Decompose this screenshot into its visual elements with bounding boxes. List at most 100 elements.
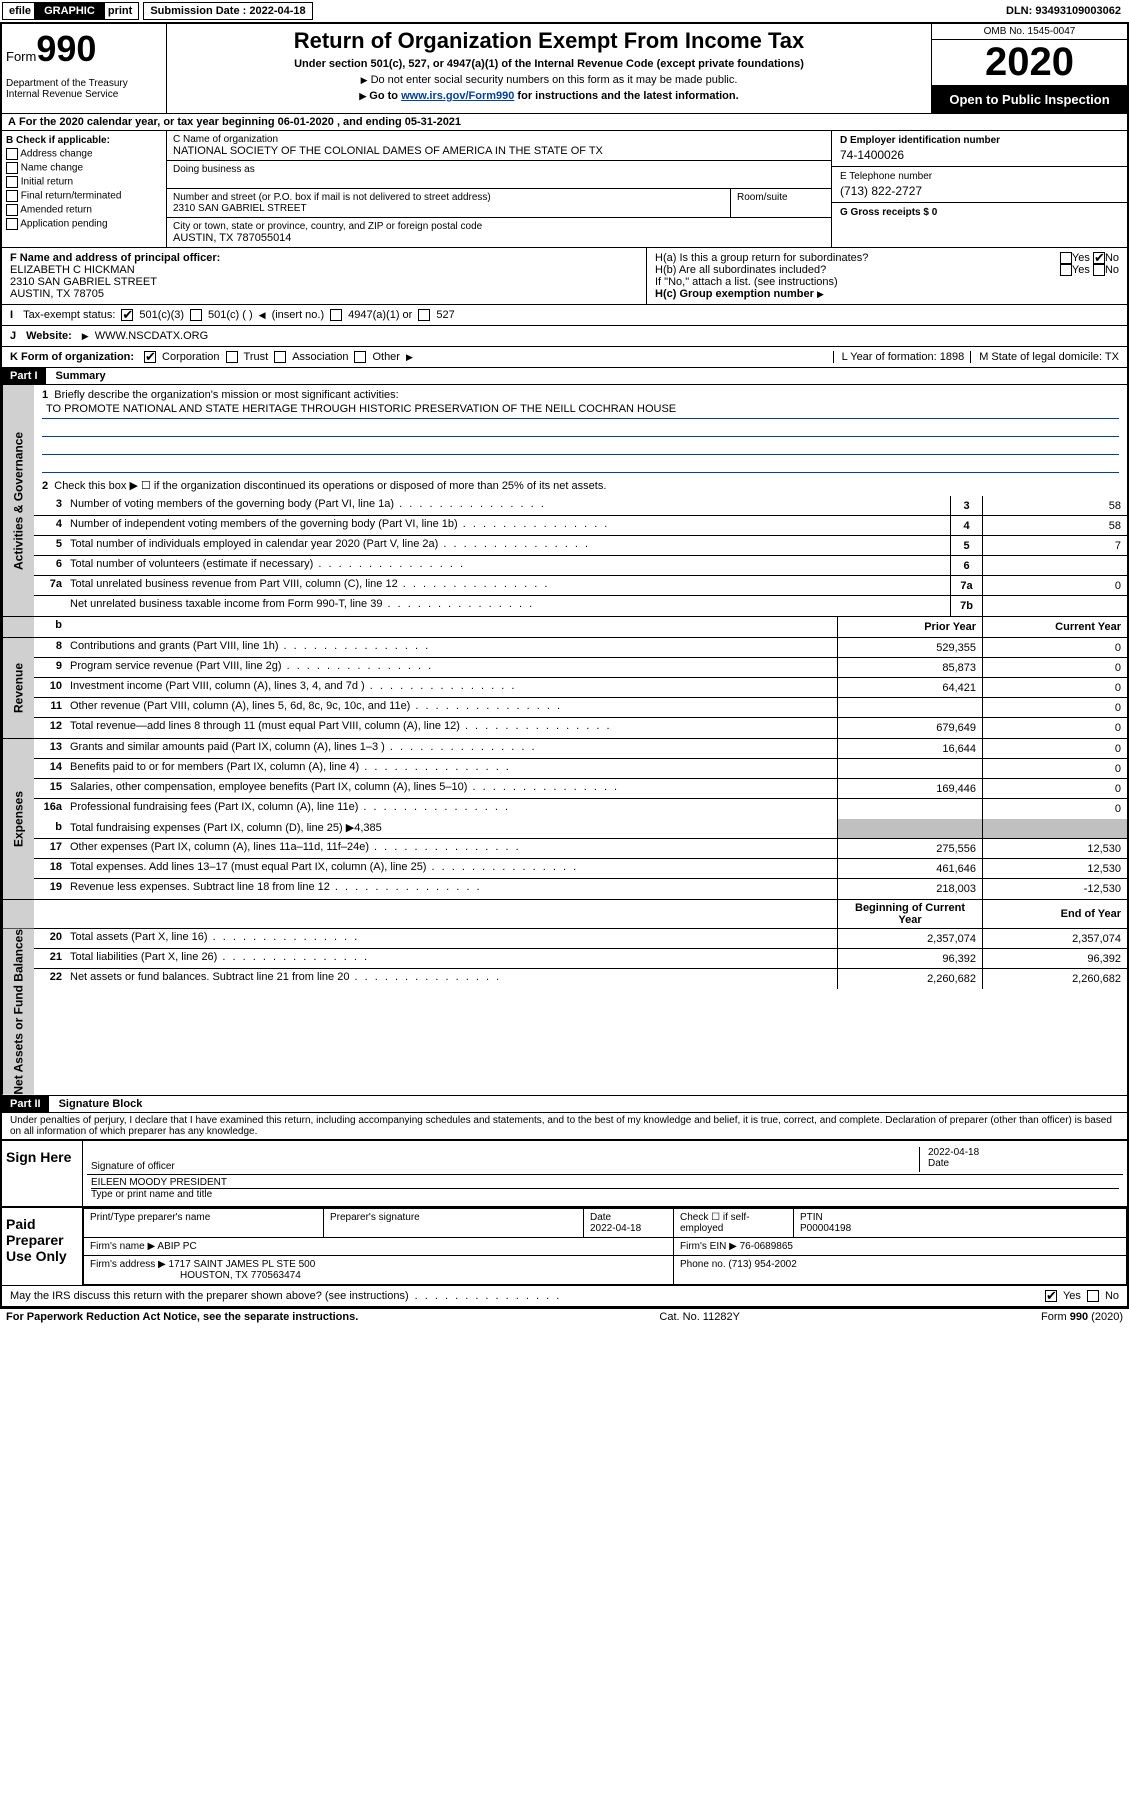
line-14-text: Benefits paid to or for members (Part IX… [66,759,837,778]
checkbox-527[interactable] [418,309,430,321]
line-5-value: 7 [982,536,1127,555]
line-10-num: 10 [34,678,66,697]
part1-title: Summary [46,370,106,382]
sig-date-label: Date [928,1158,1119,1169]
label-amended: Amended return [20,205,92,216]
line-9-current: 0 [982,658,1127,677]
line-14-num: 14 [34,759,66,778]
checkbox-final-return[interactable] [6,190,18,202]
line-3-text: Number of voting members of the governin… [66,496,950,515]
street-label: Number and street (or P.O. box if mail i… [173,192,724,203]
line-19-num: 19 [34,879,66,899]
line-5-box: 5 [950,536,982,555]
tax-exempt-label: Tax-exempt status: [23,309,115,321]
line-7a-value: 0 [982,576,1127,595]
part1-header: Part I [2,368,46,384]
officer-city: AUSTIN, TX 78705 [10,288,638,300]
city-label: City or town, state or province, country… [173,221,825,232]
label-name-change: Name change [21,163,83,174]
vtab-revenue: Revenue [2,638,34,738]
line-17-num: 17 [34,839,66,858]
line-16b-num: b [34,819,66,838]
line-7b-value [982,596,1127,616]
firm-name-value: ABIP PC [157,1241,196,1252]
firm-addr2: HOUSTON, TX 770563474 [180,1270,301,1281]
checkbox-ha-no[interactable] [1093,252,1105,264]
line-18-prior: 461,646 [837,859,982,878]
line-11-num: 11 [34,698,66,717]
dept-label: Department of the Treasury Internal Reve… [6,78,162,100]
ein-value: 74-1400026 [840,148,1119,162]
line-16b-current [982,819,1127,838]
line-3-box: 3 [950,496,982,515]
checkbox-assoc[interactable] [274,351,286,363]
line-13-current: 0 [982,739,1127,758]
mission-text: TO PROMOTE NATIONAL AND STATE HERITAGE T… [42,403,1119,419]
line-12-current: 0 [982,718,1127,738]
checkbox-other[interactable] [354,351,366,363]
line-7b-box: 7b [950,596,982,616]
label-pending: Application pending [20,219,107,230]
checkbox-corp[interactable] [144,351,156,363]
checkbox-4947[interactable] [330,309,342,321]
line-blank-num [34,900,66,928]
line-21-num: 21 [34,949,66,968]
part2-title: Signature Block [49,1098,143,1110]
line-20-text: Total assets (Part X, line 16) [66,929,837,948]
line1-text: Briefly describe the organization's miss… [54,389,398,401]
checkbox-trust[interactable] [226,351,238,363]
line-7a-num: 7a [34,576,66,595]
checkbox-pending[interactable] [6,218,18,230]
room-label: Room/suite [731,189,831,217]
checkbox-ha-yes[interactable] [1060,252,1072,264]
line-12-num: 12 [34,718,66,738]
line-17-current: 12,530 [982,839,1127,858]
line-4-num: 4 [34,516,66,535]
col-prior-year: Prior Year [837,617,982,637]
checkbox-discuss-no[interactable] [1087,1290,1099,1302]
vtab-governance: Activities & Governance [2,385,34,616]
line-16a-num: 16a [34,799,66,819]
checkbox-hb-yes[interactable] [1060,264,1072,276]
prep-sig-label: Preparer's signature [324,1208,584,1237]
line-6-box: 6 [950,556,982,575]
label-501c3: 501(c)(3) [139,309,184,321]
line-9-num: 9 [34,658,66,677]
officer-label: F Name and address of principal officer: [10,252,220,264]
prep-self-employed: Check ☐ if self-employed [674,1208,794,1237]
checkbox-501c[interactable] [190,309,202,321]
line-21-prior: 96,392 [837,949,982,968]
sig-date-value: 2022-04-18 [928,1147,1119,1158]
line-17-text: Other expenses (Part IX, column (A), lin… [66,839,837,858]
line-20-prior: 2,357,074 [837,929,982,948]
form-org-label: K Form of organization: [10,351,134,363]
line-13-num: 13 [34,739,66,758]
checkbox-501c3[interactable] [121,309,133,321]
line-16a-current: 0 [982,799,1127,819]
checkbox-hb-no[interactable] [1093,264,1105,276]
checkbox-discuss-yes[interactable] [1045,1290,1057,1302]
checkbox-name-change[interactable] [6,162,18,174]
label-corp: Corporation [162,351,219,363]
label-assoc: Association [292,351,348,363]
footer-paperwork: For Paperwork Reduction Act Notice, see … [6,1311,358,1323]
line-7b-text: Net unrelated business taxable income fr… [66,596,950,616]
instructions-url[interactable]: www.irs.gov/Form990 [401,90,514,102]
form-instructions-link: Go to www.irs.gov/Form990 for instructio… [175,90,923,102]
checkbox-initial-return[interactable] [6,176,18,188]
checkbox-address-change[interactable] [6,148,18,160]
form-title: Return of Organization Exempt From Incom… [175,28,923,54]
vtab-netassets: Net Assets or Fund Balances [2,929,34,1095]
section-b-label: B Check if applicable: [6,135,162,146]
prep-date-value: 2022-04-18 [590,1223,641,1234]
firm-name-label: Firm's name ▶ [90,1241,155,1252]
line-15-prior: 169,446 [837,779,982,798]
line2-text: Check this box ▶ ☐ if the organization d… [54,480,606,492]
label-other: Other [372,351,400,363]
open-to-public: Open to Public Inspection [932,86,1127,113]
line-6-text: Total number of volunteers (estimate if … [66,556,950,575]
checkbox-amended[interactable] [6,204,18,216]
mission-blank-1 [42,421,1119,437]
line-22-prior: 2,260,682 [837,969,982,989]
line-8-num: 8 [34,638,66,657]
